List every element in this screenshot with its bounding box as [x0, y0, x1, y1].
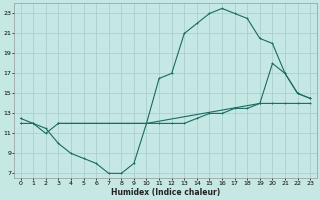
X-axis label: Humidex (Indice chaleur): Humidex (Indice chaleur) [111, 188, 220, 197]
